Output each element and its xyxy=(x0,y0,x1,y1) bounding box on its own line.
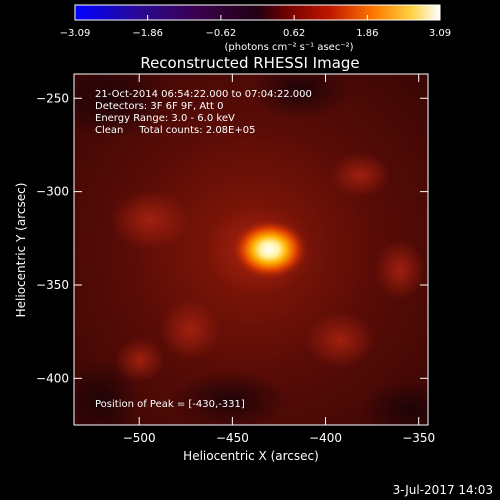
colorbar-tick-label: −1.86 xyxy=(132,28,163,39)
timestamp: 3-Jul-2017 14:03 xyxy=(393,483,493,497)
x-axis-ticks: −500 −450 −400 −350 xyxy=(123,74,435,445)
info-time-range: 21-Oct-2014 06:54:22.000 to 07:04:22.000 xyxy=(95,89,312,100)
colorbar-tick-label: 0.62 xyxy=(283,28,305,39)
colorbar-tick-label: −0.62 xyxy=(206,28,237,39)
plot-frame xyxy=(73,73,429,426)
y-tick-label: −350 xyxy=(36,278,69,292)
colorbar-ticks: −3.09 −1.86 −0.62 0.62 1.86 3.09 xyxy=(60,15,451,39)
colorbar-tick-label: 1.86 xyxy=(356,28,378,39)
y-axis-label: Heliocentric Y (arcsec) xyxy=(14,183,28,318)
info-block: 21-Oct-2014 06:54:22.000 to 07:04:22.000… xyxy=(95,89,312,136)
x-tick-label: −450 xyxy=(216,431,249,445)
colorbar xyxy=(74,4,441,21)
colorbar-tick-label: 3.09 xyxy=(429,28,451,39)
x-tick-label: −500 xyxy=(123,431,156,445)
flare-source xyxy=(231,219,308,280)
x-tick-label: −350 xyxy=(402,431,435,445)
x-axis-label: Heliocentric X (arcsec) xyxy=(183,449,319,463)
heatmap-image xyxy=(74,74,428,425)
x-tick-label: −400 xyxy=(309,431,342,445)
info-clean-counts: Clean Total counts: 2.08E+05 xyxy=(95,125,255,136)
info-detectors: Detectors: 3F 6F 9F, Att 0 xyxy=(95,101,223,112)
plot-title: Reconstructed RHESSI Image xyxy=(140,54,359,72)
y-tick-label: −250 xyxy=(36,91,69,105)
colorbar-unit-label: (photons cm⁻² s⁻¹ asec⁻²) xyxy=(224,42,353,53)
info-energy-range: Energy Range: 3.0 - 6.0 keV xyxy=(95,113,235,124)
peak-position-label: Position of Peak = [-430,-331] xyxy=(95,399,245,410)
y-axis-ticks: −250 −300 −350 −400 xyxy=(36,91,428,385)
y-tick-label: −300 xyxy=(36,185,69,199)
y-tick-label: −400 xyxy=(36,371,69,385)
colorbar-tick-label: −3.09 xyxy=(60,28,91,39)
